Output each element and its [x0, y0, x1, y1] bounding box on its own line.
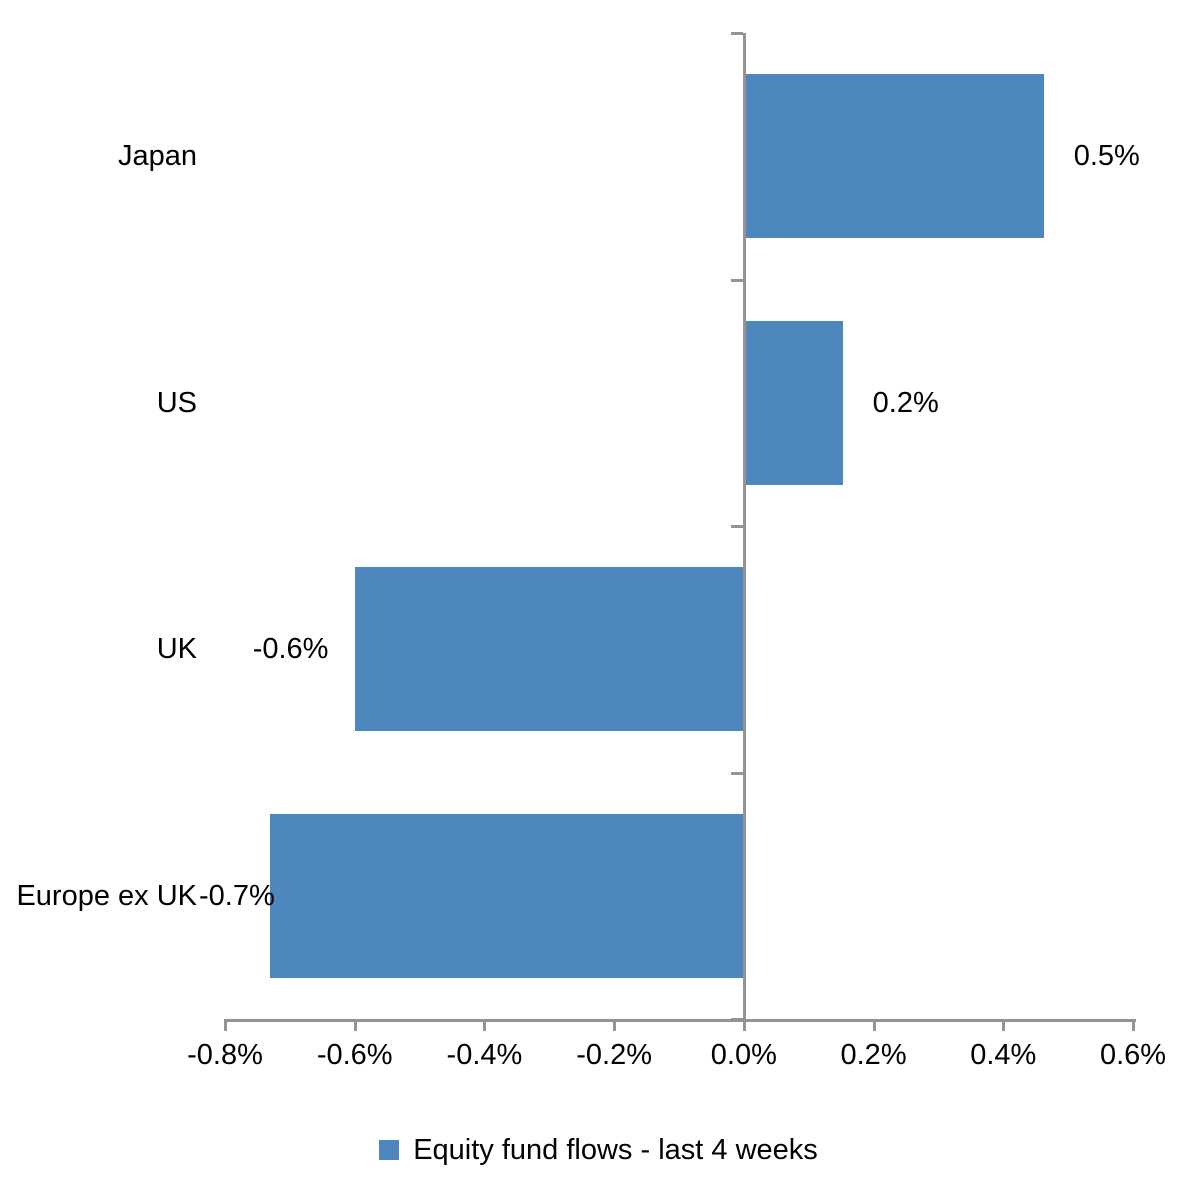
bar-japan [745, 74, 1044, 239]
category-axis-tick [730, 32, 743, 35]
value-axis-tick-label: -0.8% [187, 1039, 263, 1071]
value-axis-tick [353, 1019, 357, 1031]
value-axis-tick [1002, 1019, 1006, 1031]
data-label: 0.5% [1073, 140, 1140, 173]
category-label: UK [156, 633, 197, 666]
category-axis-line [742, 33, 746, 1022]
value-axis-tick [224, 1019, 227, 1031]
category-label: US [156, 386, 197, 419]
category-axis-tick [730, 525, 743, 528]
legend-swatch-icon [379, 1140, 400, 1160]
data-label: -0.7% [199, 879, 275, 912]
category-axis-tick [730, 278, 743, 282]
value-axis-tick [613, 1019, 617, 1031]
value-axis-tick-label: 0.4% [970, 1039, 1037, 1071]
category-axis-tick [730, 1018, 743, 1021]
legend-label: Equity fund flows - last 4 weeks [413, 1134, 818, 1166]
value-axis-line [225, 1019, 1136, 1022]
bar-uk [354, 567, 744, 732]
data-label: 0.2% [872, 386, 939, 419]
category-axis-tick [730, 771, 743, 775]
value-axis-tick-label: -0.6% [316, 1039, 393, 1071]
value-axis-tick-label: -0.2% [576, 1039, 653, 1071]
value-axis-tick [483, 1019, 487, 1031]
value-axis-tick [872, 1019, 876, 1031]
value-axis-tick-label: -0.4% [446, 1039, 523, 1071]
data-label: -0.6% [252, 633, 329, 666]
value-axis-tick [1132, 1019, 1135, 1031]
category-label: Japan [117, 140, 197, 173]
value-axis-tick-label: 0.6% [1099, 1039, 1167, 1071]
bar-europe-ex-uk [270, 813, 744, 978]
legend: Equity fund flows - last 4 weeks [0, 1126, 1197, 1174]
bar-us [745, 320, 843, 485]
value-axis-tick-label: 0.2% [840, 1039, 907, 1071]
category-label: Europe ex UK [16, 879, 197, 912]
value-axis-tick [742, 1019, 746, 1031]
value-axis-tick-label: 0.0% [710, 1039, 777, 1071]
